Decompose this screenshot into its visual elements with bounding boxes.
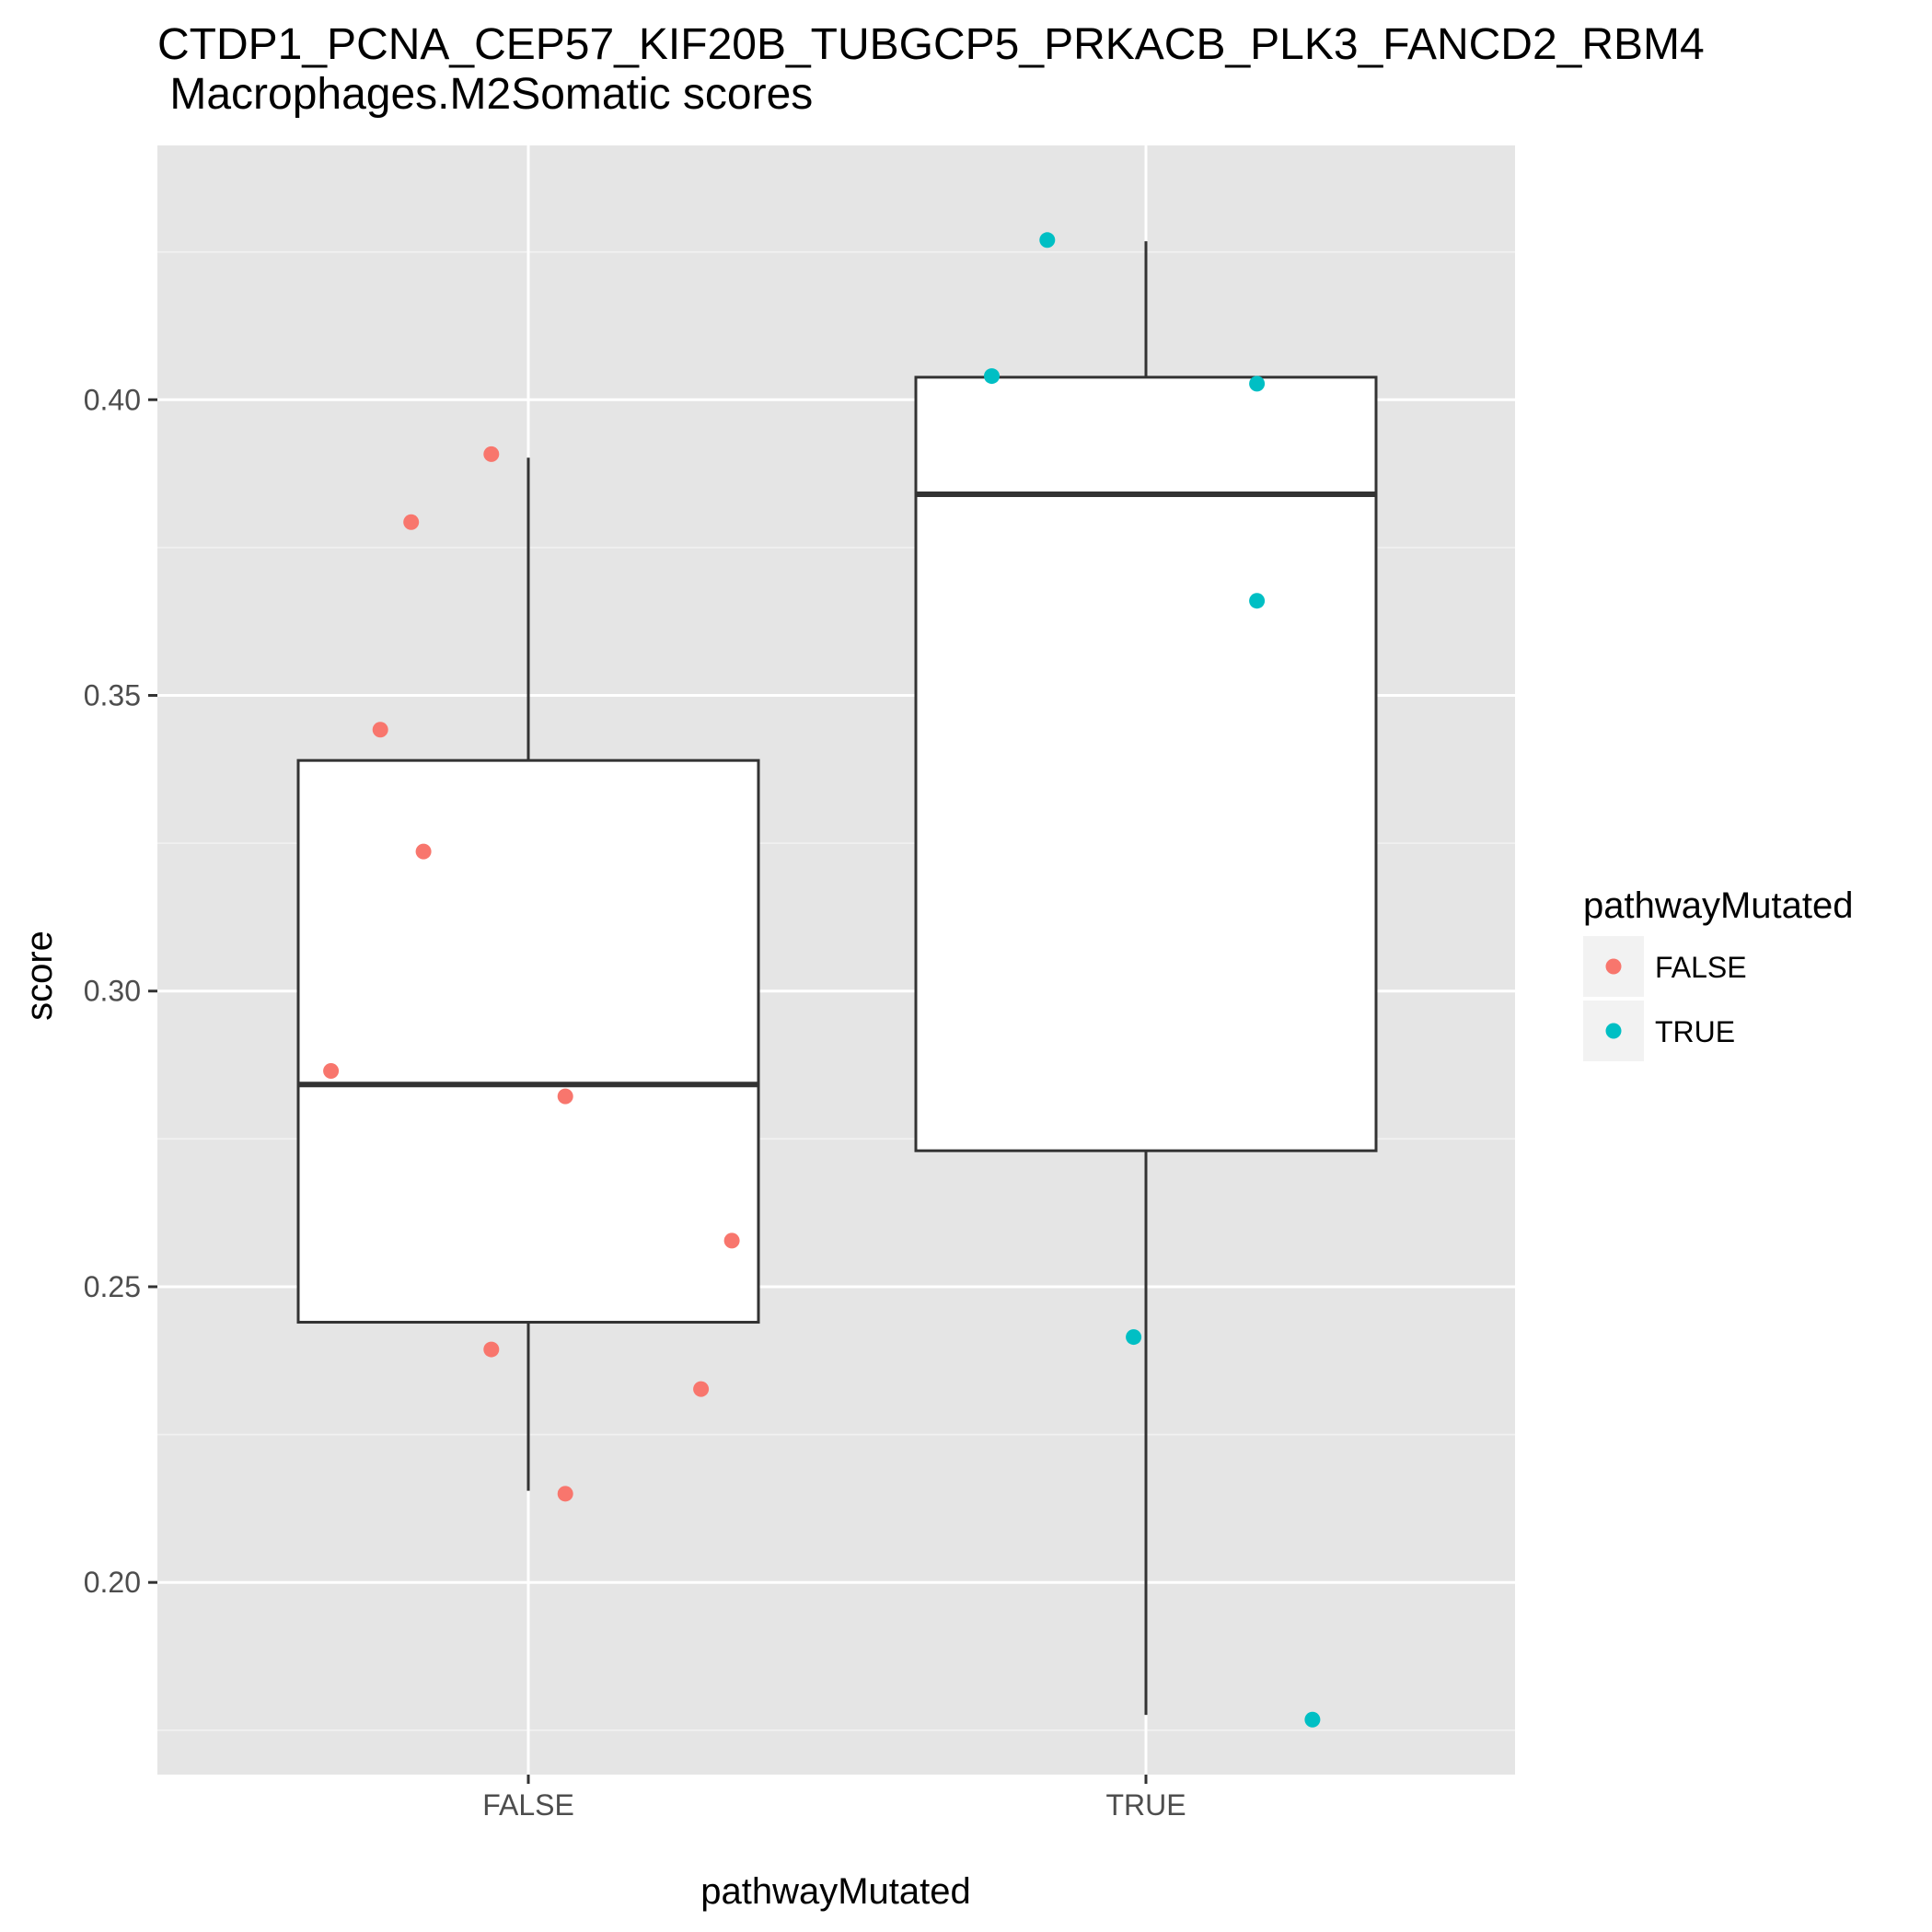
data-point-true: [984, 368, 1000, 385]
data-point-false: [693, 1381, 710, 1397]
x-tick-label: TRUE: [1105, 1788, 1186, 1822]
data-point-false: [323, 1062, 340, 1079]
data-point-false: [415, 843, 432, 860]
box-iqr: [296, 758, 760, 1325]
points-layer: [323, 232, 1321, 1728]
legend-label-true: TRUE: [1655, 1015, 1735, 1048]
boxes-layer: [296, 241, 1378, 1716]
data-point-true: [1304, 1711, 1321, 1728]
data-point-true: [1249, 593, 1266, 609]
x-tick-label: FALSE: [482, 1788, 574, 1822]
y-tick-label: 0.40: [84, 383, 141, 416]
data-point-false: [372, 722, 388, 738]
chart-title: CTDP1_PCNA_CEP57_KIF20B_TUBGCP5_PRKACB_P…: [157, 20, 1705, 69]
legend: pathwayMutated FALSE TRUE: [1583, 885, 1854, 1061]
data-point-false: [403, 514, 420, 530]
chart-subtitle: Macrophages.M2Somatic scores: [157, 70, 813, 119]
x-axis: FALSE TRUE: [482, 1775, 1186, 1822]
y-tick-label: 0.30: [84, 975, 141, 1008]
y-axis-title: score: [19, 931, 60, 1021]
data-point-true: [1249, 376, 1266, 392]
box-iqr: [914, 376, 1378, 1152]
data-point-true: [1039, 232, 1056, 249]
legend-label-false: FALSE: [1655, 951, 1747, 984]
data-point-false: [557, 1088, 573, 1105]
data-point-false: [483, 1341, 500, 1358]
y-tick-label: 0.25: [84, 1270, 141, 1303]
y-tick-label: 0.20: [84, 1566, 141, 1599]
legend-entries: FALSE TRUE: [1583, 936, 1747, 1061]
data-point-false: [723, 1232, 740, 1249]
legend-key-true: [1605, 1023, 1622, 1039]
data-point-true: [1126, 1329, 1142, 1346]
y-axis: 0.20 0.25 0.30 0.35 0.40: [84, 383, 157, 1599]
data-point-false: [483, 445, 500, 462]
legend-key-false: [1605, 958, 1622, 975]
legend-title: pathwayMutated: [1583, 885, 1854, 926]
y-tick-label: 0.35: [84, 678, 141, 711]
data-point-false: [557, 1486, 573, 1502]
x-axis-title: pathwayMutated: [700, 1871, 971, 1912]
